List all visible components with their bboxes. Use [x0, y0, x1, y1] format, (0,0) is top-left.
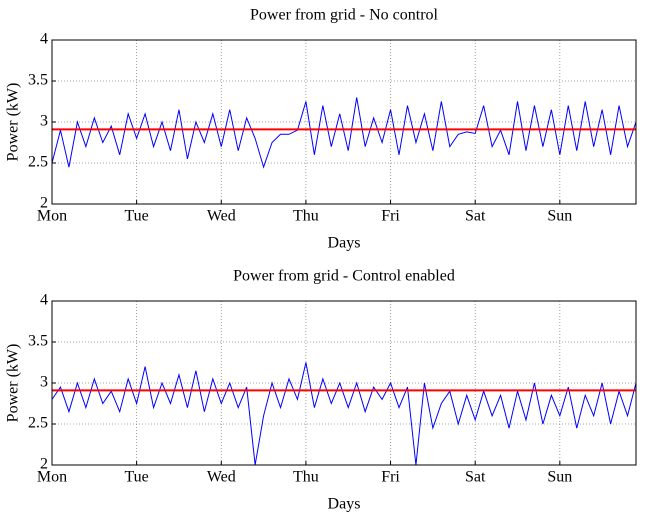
x-tick-label: Mon: [37, 208, 67, 225]
y-tick-label: 4: [40, 292, 48, 309]
y-tick-label: 2.5: [28, 154, 48, 171]
y-tick-label: 4: [40, 31, 48, 48]
x-tick-label: Fri: [381, 208, 400, 225]
x-tick-label: Fri: [381, 469, 400, 486]
y-axis-label: Power (kW): [5, 83, 22, 162]
chart-title: Power from grid - No control: [250, 7, 439, 24]
x-axis-label: Days: [328, 496, 361, 513]
x-tick-label: Thu: [293, 469, 319, 486]
data-line: [52, 97, 636, 169]
x-tick-label: Tue: [124, 208, 148, 225]
x-tick-label: Wed: [207, 469, 236, 486]
subplot: Power from grid - No control Days Power (k…: [5, 7, 637, 252]
data-line: [52, 362, 636, 465]
x-tick-label: Sun: [547, 208, 572, 225]
chart-title: Power from grid - Control enabled: [233, 268, 455, 285]
x-tick-label: Wed: [207, 208, 236, 225]
x-tick-label: Sat: [465, 208, 486, 225]
y-tick-label: 2: [40, 195, 48, 212]
y-axis-label: Power (kW): [5, 344, 22, 423]
x-tick-label: Tue: [124, 469, 148, 486]
y-tick-label: 2: [40, 456, 48, 473]
plot-frame: [51, 39, 637, 205]
y-tick-label: 2.5: [28, 415, 48, 432]
plot-frame: [51, 300, 637, 466]
y-tick-label: 3: [40, 113, 48, 130]
y-tick-label: 3.5: [28, 333, 48, 350]
y-tick-label: 3.5: [28, 72, 48, 89]
y-tick-label: 3: [40, 374, 48, 391]
subplot: Power from grid - Control enabled Days Pow…: [5, 268, 637, 513]
x-axis-label: Days: [328, 235, 361, 252]
x-tick-label: Sun: [547, 469, 572, 486]
x-tick-label: Sat: [465, 469, 486, 486]
x-tick-label: Mon: [37, 469, 67, 486]
x-tick-label: Thu: [293, 208, 319, 225]
